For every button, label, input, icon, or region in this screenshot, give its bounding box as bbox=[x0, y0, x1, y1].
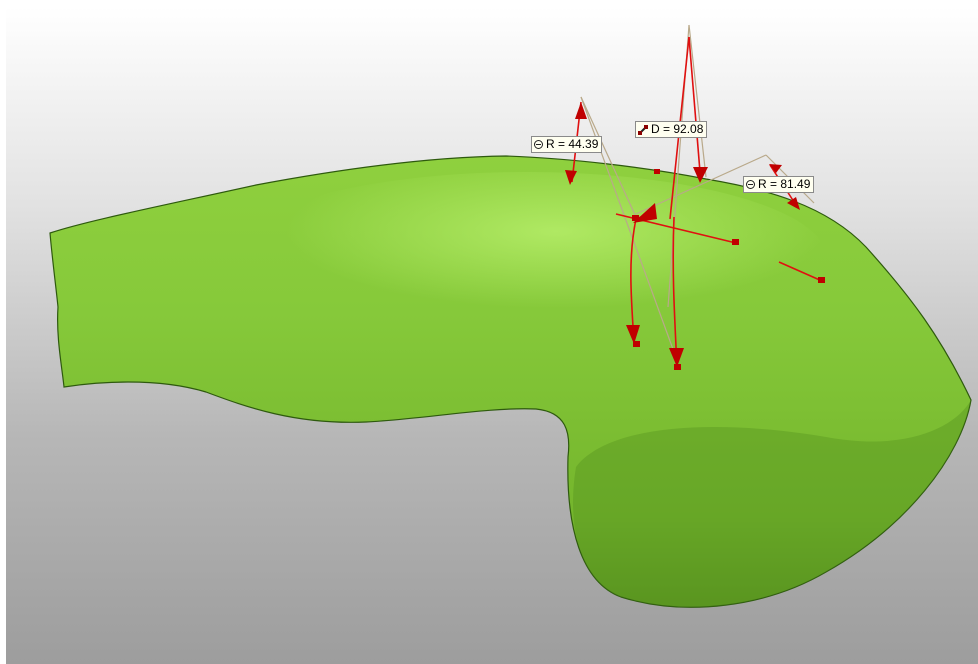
distance-icon bbox=[638, 125, 648, 135]
mesh-shadow bbox=[573, 400, 971, 608]
distance-label[interactable]: D = 92.08 bbox=[635, 121, 708, 138]
mesh-highlight bbox=[226, 172, 826, 342]
radius-label-right[interactable]: R = 81.49 bbox=[743, 176, 815, 193]
radius-label-left-text: R = 44.39 bbox=[546, 137, 599, 151]
distance-label-text: D = 92.08 bbox=[651, 122, 704, 136]
3d-viewport[interactable]: R = 44.39 D = 92.08 R = 81.49 bbox=[6, 7, 978, 664]
measurement-markers bbox=[565, 102, 825, 370]
scene-canvas[interactable] bbox=[6, 7, 978, 664]
radius-icon bbox=[746, 180, 755, 189]
radius-label-right-text: R = 81.49 bbox=[758, 177, 811, 191]
radius-label-left[interactable]: R = 44.39 bbox=[531, 136, 603, 153]
mesh-model[interactable] bbox=[49, 155, 972, 608]
radius-icon bbox=[534, 140, 543, 149]
